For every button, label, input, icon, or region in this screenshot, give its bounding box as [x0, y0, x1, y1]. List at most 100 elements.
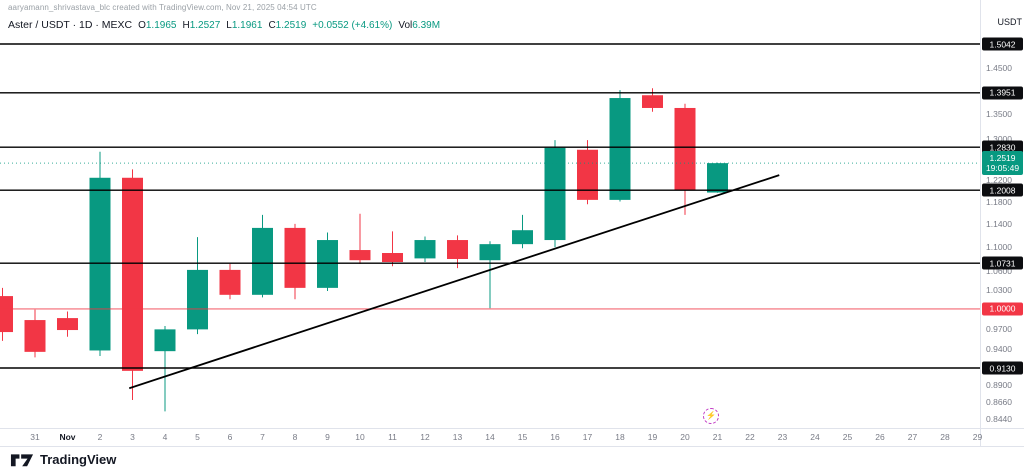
- time-tick-20: 20: [680, 432, 690, 442]
- time-tick-nov: Nov: [59, 432, 76, 442]
- price-tick-1.4500: 1.4500: [986, 62, 1012, 73]
- candle-nov-5: [187, 237, 208, 335]
- symbol-legend: Aster / USDT · 1D · MEXC O 1.1965 H 1.2527…: [8, 19, 440, 31]
- ohlc-close: C 1.2519: [268, 20, 306, 31]
- candle-nov-11: [382, 231, 403, 267]
- ohlc-close-value: 1.2519: [275, 20, 307, 31]
- time-tick-23: 23: [777, 432, 788, 442]
- time-tick-26: 26: [875, 432, 885, 442]
- candle-nov-20: [674, 103, 696, 215]
- lightning-icon: ⚡: [706, 411, 716, 420]
- price-tick-1.0300: 1.0300: [986, 284, 1012, 295]
- time-tick-8: 8: [292, 432, 298, 442]
- price-level-badge-1.5042[interactable]: 1.5042: [982, 37, 1023, 51]
- candle-nov-12: [414, 236, 436, 263]
- time-tick-7: 7: [260, 432, 265, 442]
- time-tick-28: 28: [940, 432, 950, 442]
- price-level-badge-1.0731[interactable]: 1.0731: [982, 256, 1023, 270]
- price-tick-1.1000: 1.1000: [986, 242, 1012, 253]
- ohlc-low-label: L: [226, 20, 232, 31]
- candle-nov-19: [642, 88, 663, 112]
- candle-nov-9: [317, 232, 338, 292]
- tradingview-logo[interactable]: TradingView: [10, 451, 116, 468]
- ohlc-close-label: C: [268, 20, 276, 31]
- time-tick-25: 25: [842, 432, 853, 442]
- price-tick-0.8660: 0.8660: [986, 397, 1012, 408]
- candle-nov-15: [512, 214, 533, 249]
- candle-nov-1: [57, 311, 78, 337]
- last-price-value: 1.2519: [989, 153, 1016, 164]
- time-tick-4: 4: [162, 432, 168, 442]
- time-tick-16: 16: [550, 432, 560, 442]
- ohlc-high-label: H: [182, 20, 190, 31]
- price-tick-1.0600: 1.0600: [986, 266, 1012, 277]
- candle-nov-10: [349, 213, 371, 264]
- time-tick-11: 11: [388, 432, 397, 442]
- time-tick-6: 6: [227, 432, 233, 442]
- candle-nov-7: [252, 214, 273, 298]
- time-tick-29: 29: [972, 432, 983, 442]
- ohlc-low-value: 1.1961: [231, 20, 263, 31]
- time-tick-5: 5: [195, 432, 200, 442]
- last-price-badge[interactable]: 1.2519 19:05:49: [982, 151, 1023, 176]
- candle-nov-2: [89, 151, 111, 357]
- price-tick-1.1400: 1.1400: [986, 218, 1012, 229]
- candle-nov-6: [219, 263, 241, 300]
- time-tick-19: 19: [647, 432, 658, 442]
- time-tick-31: 31: [30, 432, 40, 442]
- ohlc-low: L 1.1961: [226, 20, 262, 31]
- candle-nov-8: [284, 223, 306, 300]
- price-level-badge-red[interactable]: 1.0000: [982, 302, 1023, 316]
- time-axis[interactable]: 31 Nov 2 3 4 5 6 7 8 9 10 11 12 13 14 15 16 17 18 19 20 21 22 2…: [0, 428, 983, 446]
- time-tick-14: 14: [485, 432, 495, 442]
- volume-value: 6.39M: [412, 20, 441, 31]
- axis-vertical-separator: [980, 0, 981, 446]
- time-tick-10: 10: [355, 432, 365, 442]
- time-tick-22: 22: [745, 432, 755, 442]
- ohlc-open-label: O: [138, 20, 146, 31]
- ascending-trendline[interactable]: [128, 174, 780, 390]
- price-level-badge-1.2830[interactable]: 1.2830: [982, 140, 1023, 154]
- candle-nov-14: [479, 241, 501, 309]
- footer-separator: [0, 446, 1024, 447]
- price-tick-0.8900: 0.8900: [986, 379, 1012, 390]
- time-tick-18: 18: [615, 432, 625, 442]
- event-marker-icon[interactable]: ⚡: [703, 408, 719, 424]
- time-tick-9: 9: [325, 432, 330, 442]
- candle-nov-18: [609, 90, 631, 202]
- time-tick-15: 15: [517, 432, 528, 442]
- bar-countdown: 19:05:49: [985, 163, 1020, 174]
- price-level-badge-0.9130[interactable]: 0.9130: [982, 361, 1023, 375]
- candle-nov-3: [122, 169, 143, 401]
- tv-logo-icon: [10, 454, 34, 467]
- volume-label: Vol: [398, 20, 413, 31]
- ohlc-open-value: 1.1965: [145, 20, 177, 31]
- price-level-badge-1.2008[interactable]: 1.2008: [982, 183, 1023, 197]
- change-value: +0.0552 (+4.61%): [312, 20, 393, 31]
- symbol-title[interactable]: Aster / USDT · 1D · MEXC: [8, 19, 133, 31]
- price-tick-1.1800: 1.1800: [986, 196, 1012, 207]
- price-tick-0.8440: 0.8440: [986, 414, 1012, 424]
- volume: Vol 6.39M: [398, 20, 440, 31]
- price-level-badge-1.3951[interactable]: 1.3951: [982, 86, 1023, 100]
- price-axis[interactable]: 1.4500 1.3500 1.3000 1.2200 1.1800 1.1400 1.10…: [981, 0, 1024, 428]
- price-axis-currency-label: USDT: [997, 17, 1023, 27]
- time-axis-separator: [0, 428, 1024, 429]
- time-tick-21: 21: [712, 432, 723, 442]
- time-tick-27: 27: [907, 432, 918, 442]
- ohlc-high: H 1.2527: [182, 20, 220, 31]
- time-tick-17: 17: [582, 432, 593, 442]
- ohlc-open: O 1.1965: [138, 20, 176, 31]
- time-tick-2: 2: [97, 432, 103, 442]
- ohlc-high-value: 1.2527: [189, 20, 221, 31]
- candle-oct-31: [24, 309, 46, 358]
- price-tick-1.2200: 1.2200: [986, 174, 1012, 185]
- price-tick-0.9400: 0.9400: [986, 344, 1012, 355]
- price-tick-1.3000: 1.3000: [986, 133, 1012, 144]
- candle-oct-30: [0, 287, 13, 341]
- time-tick-3: 3: [130, 432, 135, 442]
- candle-nov-16: [544, 140, 566, 248]
- candle-nov-21: [707, 162, 728, 193]
